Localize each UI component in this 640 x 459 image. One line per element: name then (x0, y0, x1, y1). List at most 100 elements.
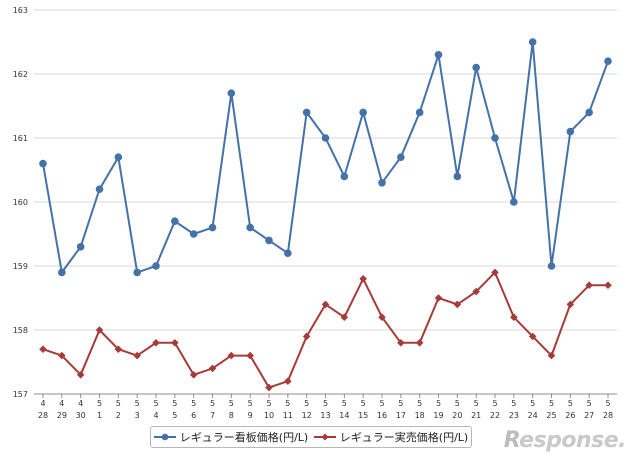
data-point-series-0[interactable] (566, 127, 575, 136)
data-point-series-0[interactable] (397, 153, 405, 161)
x-tick-month: 5 (229, 399, 234, 408)
data-point-series-0[interactable] (472, 63, 480, 72)
data-point-series-0[interactable] (547, 262, 556, 270)
data-point-series-0[interactable] (171, 217, 179, 225)
x-tick-month: 4 (78, 399, 83, 408)
x-tick-month: 5 (210, 399, 215, 408)
x-tick-month: 5 (398, 399, 403, 408)
data-point-series-1[interactable] (302, 332, 311, 341)
data-point-series-1[interactable] (171, 339, 179, 347)
data-point-series-1[interactable] (227, 351, 236, 360)
data-point-series-0[interactable] (528, 38, 537, 46)
data-point-series-1[interactable] (359, 275, 367, 283)
data-point-series-0[interactable] (284, 249, 292, 257)
data-point-series-1[interactable] (133, 351, 141, 360)
x-tick-day: 21 (471, 411, 481, 420)
data-point-series-0[interactable] (246, 223, 254, 232)
data-point-series-1[interactable] (453, 300, 462, 309)
data-point-series-0[interactable] (95, 185, 104, 193)
data-point-series-1[interactable] (95, 326, 104, 334)
x-tick-day: 5 (172, 411, 177, 420)
y-tick-label-161: 161 (13, 134, 28, 143)
x-tick-day: 26 (565, 411, 575, 420)
data-point-series-0[interactable] (359, 108, 367, 117)
x-tick-day: 13 (320, 411, 330, 420)
data-point-series-1[interactable] (491, 268, 499, 277)
x-tick-month: 5 (361, 399, 366, 408)
x-tick-month: 5 (172, 399, 177, 408)
data-point-series-1[interactable] (397, 339, 405, 347)
data-point-series-0[interactable] (208, 223, 217, 232)
data-point-series-1[interactable] (208, 364, 217, 373)
data-point-series-1[interactable] (39, 345, 47, 353)
data-point-series-1[interactable] (76, 371, 85, 379)
x-tick-day: 15 (358, 411, 368, 420)
x-tick-month: 5 (417, 399, 422, 408)
legend-item-signboard[interactable]: レギュラー看板価格(円/L) (153, 429, 309, 445)
data-point-series-0[interactable] (510, 198, 518, 206)
data-point-series-1[interactable] (547, 351, 556, 360)
data-point-series-1[interactable] (378, 313, 386, 321)
x-tick-month: 5 (116, 399, 121, 408)
response-logo: Response. (504, 428, 627, 453)
data-point-series-1[interactable] (415, 339, 424, 347)
data-point-series-0[interactable] (415, 108, 424, 117)
data-point-series-1[interactable] (528, 332, 537, 341)
x-tick-month: 5 (605, 399, 610, 408)
x-tick-day: 7 (210, 411, 215, 420)
y-tick-label-157: 157 (13, 390, 28, 399)
legend: レギュラー看板価格(円/L) レギュラー実売価格(円/L) (150, 426, 472, 448)
data-point-series-0[interactable] (227, 89, 236, 97)
x-tick-day: 2 (116, 411, 121, 420)
data-point-series-1[interactable] (246, 351, 254, 360)
x-tick-month: 5 (436, 399, 441, 408)
x-tick-day: 24 (528, 411, 538, 420)
data-point-series-0[interactable] (302, 108, 311, 117)
x-tick-day: 20 (452, 411, 462, 420)
data-point-series-0[interactable] (453, 172, 462, 181)
data-point-series-1[interactable] (284, 377, 292, 385)
x-tick-month: 5 (97, 399, 102, 408)
data-point-series-0[interactable] (76, 243, 85, 251)
data-point-series-0[interactable] (321, 134, 330, 142)
data-point-series-0[interactable] (491, 134, 499, 142)
data-point-series-0[interactable] (340, 172, 349, 181)
data-point-series-1[interactable] (321, 300, 330, 309)
data-point-series-0[interactable] (265, 236, 273, 245)
data-point-series-0[interactable] (133, 268, 141, 277)
x-axis-ticks: 4284294305152535455565758595105115125135… (38, 394, 613, 420)
x-tick-day: 6 (191, 411, 196, 420)
data-point-series-1[interactable] (585, 281, 593, 289)
data-point-series-1[interactable] (566, 300, 575, 309)
y-tick-label-163: 163 (13, 6, 28, 15)
data-point-series-0[interactable] (604, 57, 612, 65)
x-tick-day: 3 (135, 411, 140, 420)
data-point-series-0[interactable] (58, 268, 66, 277)
data-point-series-0[interactable] (434, 51, 443, 59)
x-tick-month: 4 (59, 399, 64, 408)
x-tick-month: 5 (474, 399, 479, 408)
legend-label-signboard: レギュラー看板価格(円/L) (179, 431, 309, 444)
data-point-series-1[interactable] (58, 351, 66, 360)
data-point-series-1[interactable] (114, 345, 123, 353)
data-point-series-1[interactable] (434, 294, 443, 302)
data-point-series-1[interactable] (340, 313, 349, 321)
data-point-series-1[interactable] (472, 287, 480, 296)
data-point-series-0[interactable] (378, 179, 386, 187)
legend-item-actual[interactable]: レギュラー実売価格(円/L) (313, 429, 468, 445)
data-point-series-1[interactable] (265, 383, 273, 392)
data-point-series-1[interactable] (189, 371, 198, 379)
x-tick-day: 4 (153, 411, 158, 420)
data-point-series-0[interactable] (114, 153, 123, 161)
x-tick-month: 5 (153, 399, 158, 408)
data-point-series-0[interactable] (585, 108, 593, 117)
data-point-series-1[interactable] (604, 281, 612, 289)
data-point-series-0[interactable] (39, 159, 47, 168)
data-point-series-1[interactable] (152, 339, 160, 347)
data-point-series-0[interactable] (152, 262, 160, 270)
x-tick-day: 17 (396, 411, 406, 420)
data-point-series-1[interactable] (510, 313, 518, 321)
data-point-series-0[interactable] (189, 230, 198, 238)
x-tick-month: 5 (135, 399, 140, 408)
